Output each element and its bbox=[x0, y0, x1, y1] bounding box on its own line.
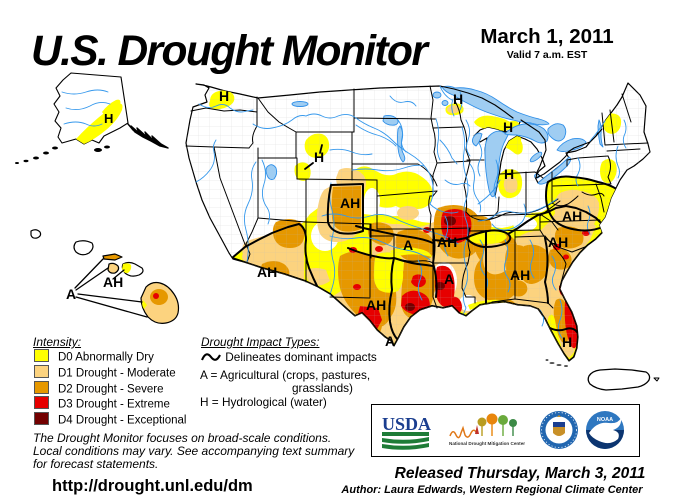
svg-text:AH: AH bbox=[340, 195, 360, 211]
svg-text:H: H bbox=[453, 91, 463, 107]
svg-text:H: H bbox=[104, 111, 113, 126]
svg-text:AH: AH bbox=[366, 297, 386, 313]
svg-text:H: H bbox=[503, 119, 513, 135]
svg-text:A: A bbox=[444, 271, 454, 287]
svg-text:National Drought Mitigation Ce: National Drought Mitigation Center bbox=[449, 441, 525, 446]
svg-text:AH: AH bbox=[437, 234, 457, 250]
svg-text:H: H bbox=[504, 166, 514, 182]
svg-text:AH: AH bbox=[562, 208, 582, 224]
svg-text:A: A bbox=[385, 333, 395, 349]
svg-text:A: A bbox=[66, 286, 76, 302]
svg-text:AH: AH bbox=[510, 267, 530, 283]
svg-text:A: A bbox=[403, 237, 413, 253]
svg-text:H: H bbox=[562, 334, 572, 350]
svg-text:H: H bbox=[314, 149, 324, 165]
svg-text:H: H bbox=[219, 88, 229, 104]
svg-text:AH: AH bbox=[103, 274, 123, 290]
svg-text:NOAA: NOAA bbox=[597, 417, 613, 423]
svg-text:AH: AH bbox=[548, 234, 568, 250]
svg-text:USDA: USDA bbox=[382, 414, 431, 434]
svg-text:AH: AH bbox=[257, 264, 277, 280]
